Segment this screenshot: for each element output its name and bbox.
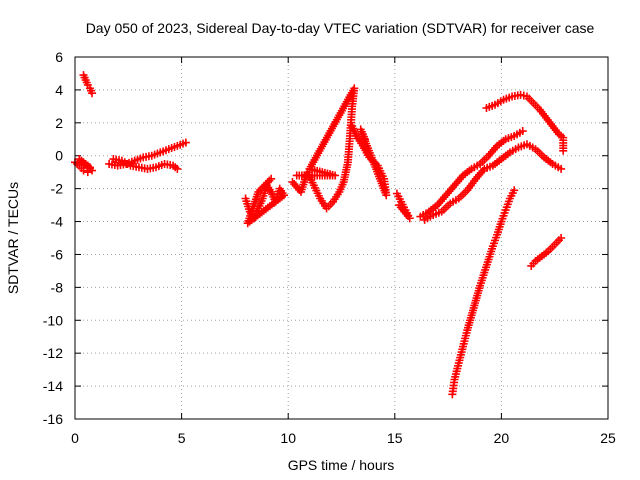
data-point <box>557 234 566 242</box>
series-seg-e <box>241 174 288 228</box>
y-tick-label: -2 <box>51 181 64 197</box>
series-seg-c <box>105 138 190 170</box>
y-tick-label: 0 <box>55 148 63 164</box>
y-tick-label: 6 <box>55 49 63 65</box>
y-tick-label: 4 <box>55 82 63 98</box>
x-tick-label: 0 <box>71 430 79 446</box>
data-point <box>292 171 301 180</box>
series-seg-m <box>527 234 566 270</box>
plot-frame <box>74 56 609 420</box>
x-tick-label: 25 <box>600 430 616 446</box>
series-seg-b <box>71 155 97 177</box>
grid-layer <box>75 57 608 419</box>
y-tick-label: -10 <box>43 312 63 328</box>
y-tick-label: -6 <box>51 246 64 262</box>
series-seg-k <box>482 90 568 155</box>
x-tick-label: 5 <box>178 430 186 446</box>
series-seg-f <box>288 84 359 213</box>
y-axis-label: SDTVAR / TECUs <box>5 182 21 294</box>
data-point <box>518 127 527 136</box>
tick-layer: 0 5 10 15 20 25 -16 -14 -12 -10 -8 -6 -4 -2 0 2 4 6 <box>43 49 616 446</box>
data-point <box>557 164 566 173</box>
series-seg-j <box>420 140 566 224</box>
x-axis-label: GPS time / hours <box>288 457 395 473</box>
y-tick-label: -12 <box>43 345 63 361</box>
y-tick-label: -14 <box>43 378 63 394</box>
x-tick-label: 15 <box>387 430 403 446</box>
data-point <box>88 89 97 98</box>
series-seg-a <box>79 71 97 98</box>
series-seg-g <box>348 122 391 200</box>
x-tick-label: 20 <box>494 430 510 446</box>
data-points <box>71 71 568 399</box>
data-point <box>395 201 404 210</box>
data-point <box>181 138 190 147</box>
chart-title: Day 050 of 2023, Sidereal Day-to-day VTE… <box>86 20 595 36</box>
data-point <box>79 166 88 175</box>
series-seg-d <box>109 155 182 173</box>
x-tick-label: 10 <box>280 430 296 446</box>
y-tick-label: -8 <box>51 279 64 295</box>
y-tick-label: 2 <box>55 115 63 131</box>
series-seg-h <box>392 189 414 223</box>
data-point <box>559 146 568 155</box>
data-point <box>360 135 369 144</box>
y-tick-label: -4 <box>51 214 64 230</box>
data-point <box>267 174 276 183</box>
data-point <box>173 164 182 173</box>
data-point <box>510 186 519 195</box>
data-point <box>85 163 94 172</box>
y-tick-label: -16 <box>43 411 63 427</box>
series-seg-i <box>416 127 527 221</box>
series-seg-l <box>448 186 519 399</box>
